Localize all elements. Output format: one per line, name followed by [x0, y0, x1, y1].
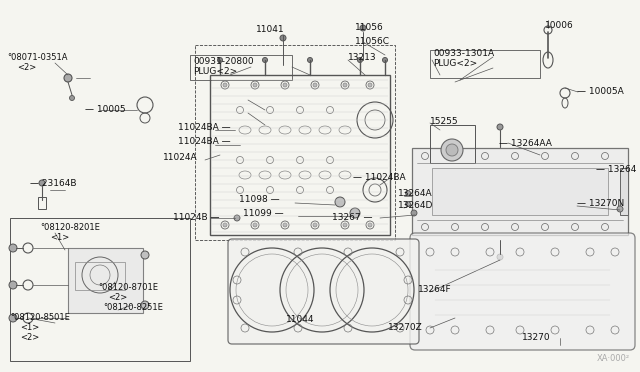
Text: 11056C: 11056C — [355, 36, 390, 45]
Circle shape — [141, 301, 149, 309]
Text: — 13270N: — 13270N — [577, 199, 624, 208]
Bar — [10, 218, 190, 361]
Text: 11024A: 11024A — [163, 153, 198, 161]
Text: 00931-20800: 00931-20800 — [193, 58, 253, 67]
Text: 11044: 11044 — [285, 315, 314, 324]
Text: °08071-0351A: °08071-0351A — [7, 52, 67, 61]
Text: <1>: <1> — [50, 234, 69, 243]
Circle shape — [497, 124, 503, 130]
Text: PLUG<2>: PLUG<2> — [433, 60, 477, 68]
Text: °08120-8701E: °08120-8701E — [98, 283, 158, 292]
Circle shape — [411, 210, 417, 216]
Circle shape — [313, 223, 317, 227]
Text: 13270: 13270 — [522, 333, 550, 341]
Circle shape — [280, 35, 286, 41]
Circle shape — [360, 25, 366, 31]
Text: PLUG<2>: PLUG<2> — [193, 67, 237, 77]
Text: 13213: 13213 — [348, 52, 376, 61]
Text: 15255: 15255 — [430, 118, 459, 126]
Text: 11099 —: 11099 — — [243, 208, 284, 218]
Text: 11024B —: 11024B — — [173, 214, 220, 222]
Circle shape — [446, 144, 458, 156]
Circle shape — [358, 58, 362, 62]
Circle shape — [9, 244, 17, 252]
Text: <2>: <2> — [20, 334, 39, 343]
Text: 11024BA —: 11024BA — — [178, 122, 230, 131]
Circle shape — [223, 223, 227, 227]
Text: — 23164B: — 23164B — [30, 179, 77, 187]
Bar — [38, 197, 46, 209]
Circle shape — [335, 197, 345, 207]
Bar — [430, 50, 540, 78]
Circle shape — [406, 190, 410, 196]
Circle shape — [234, 215, 240, 221]
Bar — [210, 75, 390, 235]
Text: 13264D: 13264D — [398, 201, 433, 209]
Text: °08120-8501E: °08120-8501E — [10, 314, 70, 323]
Text: 00933-1301A: 00933-1301A — [433, 49, 494, 58]
FancyBboxPatch shape — [228, 239, 419, 344]
FancyBboxPatch shape — [410, 233, 635, 350]
Circle shape — [368, 83, 372, 87]
Circle shape — [497, 254, 503, 260]
Text: — 10005: — 10005 — [85, 106, 125, 115]
Circle shape — [313, 83, 317, 87]
Text: 11024BA —: 11024BA — — [178, 138, 230, 147]
Text: 11056: 11056 — [355, 23, 384, 32]
Circle shape — [64, 74, 72, 82]
Circle shape — [262, 58, 268, 62]
Circle shape — [9, 314, 17, 322]
Text: — 13264AA: — 13264AA — [499, 138, 552, 148]
Text: 13264F: 13264F — [418, 285, 452, 295]
Bar — [430, 125, 475, 163]
Circle shape — [218, 58, 223, 62]
Circle shape — [9, 281, 17, 289]
Circle shape — [253, 223, 257, 227]
Circle shape — [441, 139, 463, 161]
Text: XA·000²: XA·000² — [597, 354, 630, 363]
Circle shape — [253, 83, 257, 87]
Text: 10006: 10006 — [545, 20, 573, 29]
Circle shape — [141, 251, 149, 259]
Bar — [190, 55, 292, 80]
Circle shape — [39, 180, 45, 186]
Text: — 11024BA: — 11024BA — [353, 173, 406, 183]
Bar — [75, 262, 125, 290]
Text: 13264A: 13264A — [398, 189, 433, 198]
Circle shape — [343, 83, 347, 87]
Circle shape — [307, 58, 312, 62]
Circle shape — [343, 223, 347, 227]
Text: <2>: <2> — [108, 294, 127, 302]
Circle shape — [617, 206, 623, 212]
Text: 11098 —: 11098 — — [239, 196, 280, 205]
Text: <1>: <1> — [20, 324, 39, 333]
Circle shape — [383, 58, 387, 62]
Text: 11041: 11041 — [256, 26, 284, 35]
Text: °08120-8251E: °08120-8251E — [103, 304, 163, 312]
Circle shape — [283, 223, 287, 227]
Bar — [195, 45, 395, 240]
Text: 13270Z: 13270Z — [388, 323, 423, 331]
Text: 13267 —: 13267 — — [333, 214, 373, 222]
Text: — 10005A: — 10005A — [577, 87, 624, 96]
Bar — [412, 148, 628, 235]
Bar — [432, 168, 608, 215]
Text: °08120-8201E: °08120-8201E — [40, 224, 100, 232]
Bar — [68, 248, 143, 313]
Circle shape — [368, 223, 372, 227]
Text: — 13264: — 13264 — [596, 166, 636, 174]
Circle shape — [350, 208, 360, 218]
Circle shape — [283, 83, 287, 87]
Circle shape — [70, 96, 74, 100]
Circle shape — [223, 83, 227, 87]
Text: <2>: <2> — [17, 62, 36, 71]
Bar — [620, 168, 628, 215]
Circle shape — [406, 202, 410, 206]
